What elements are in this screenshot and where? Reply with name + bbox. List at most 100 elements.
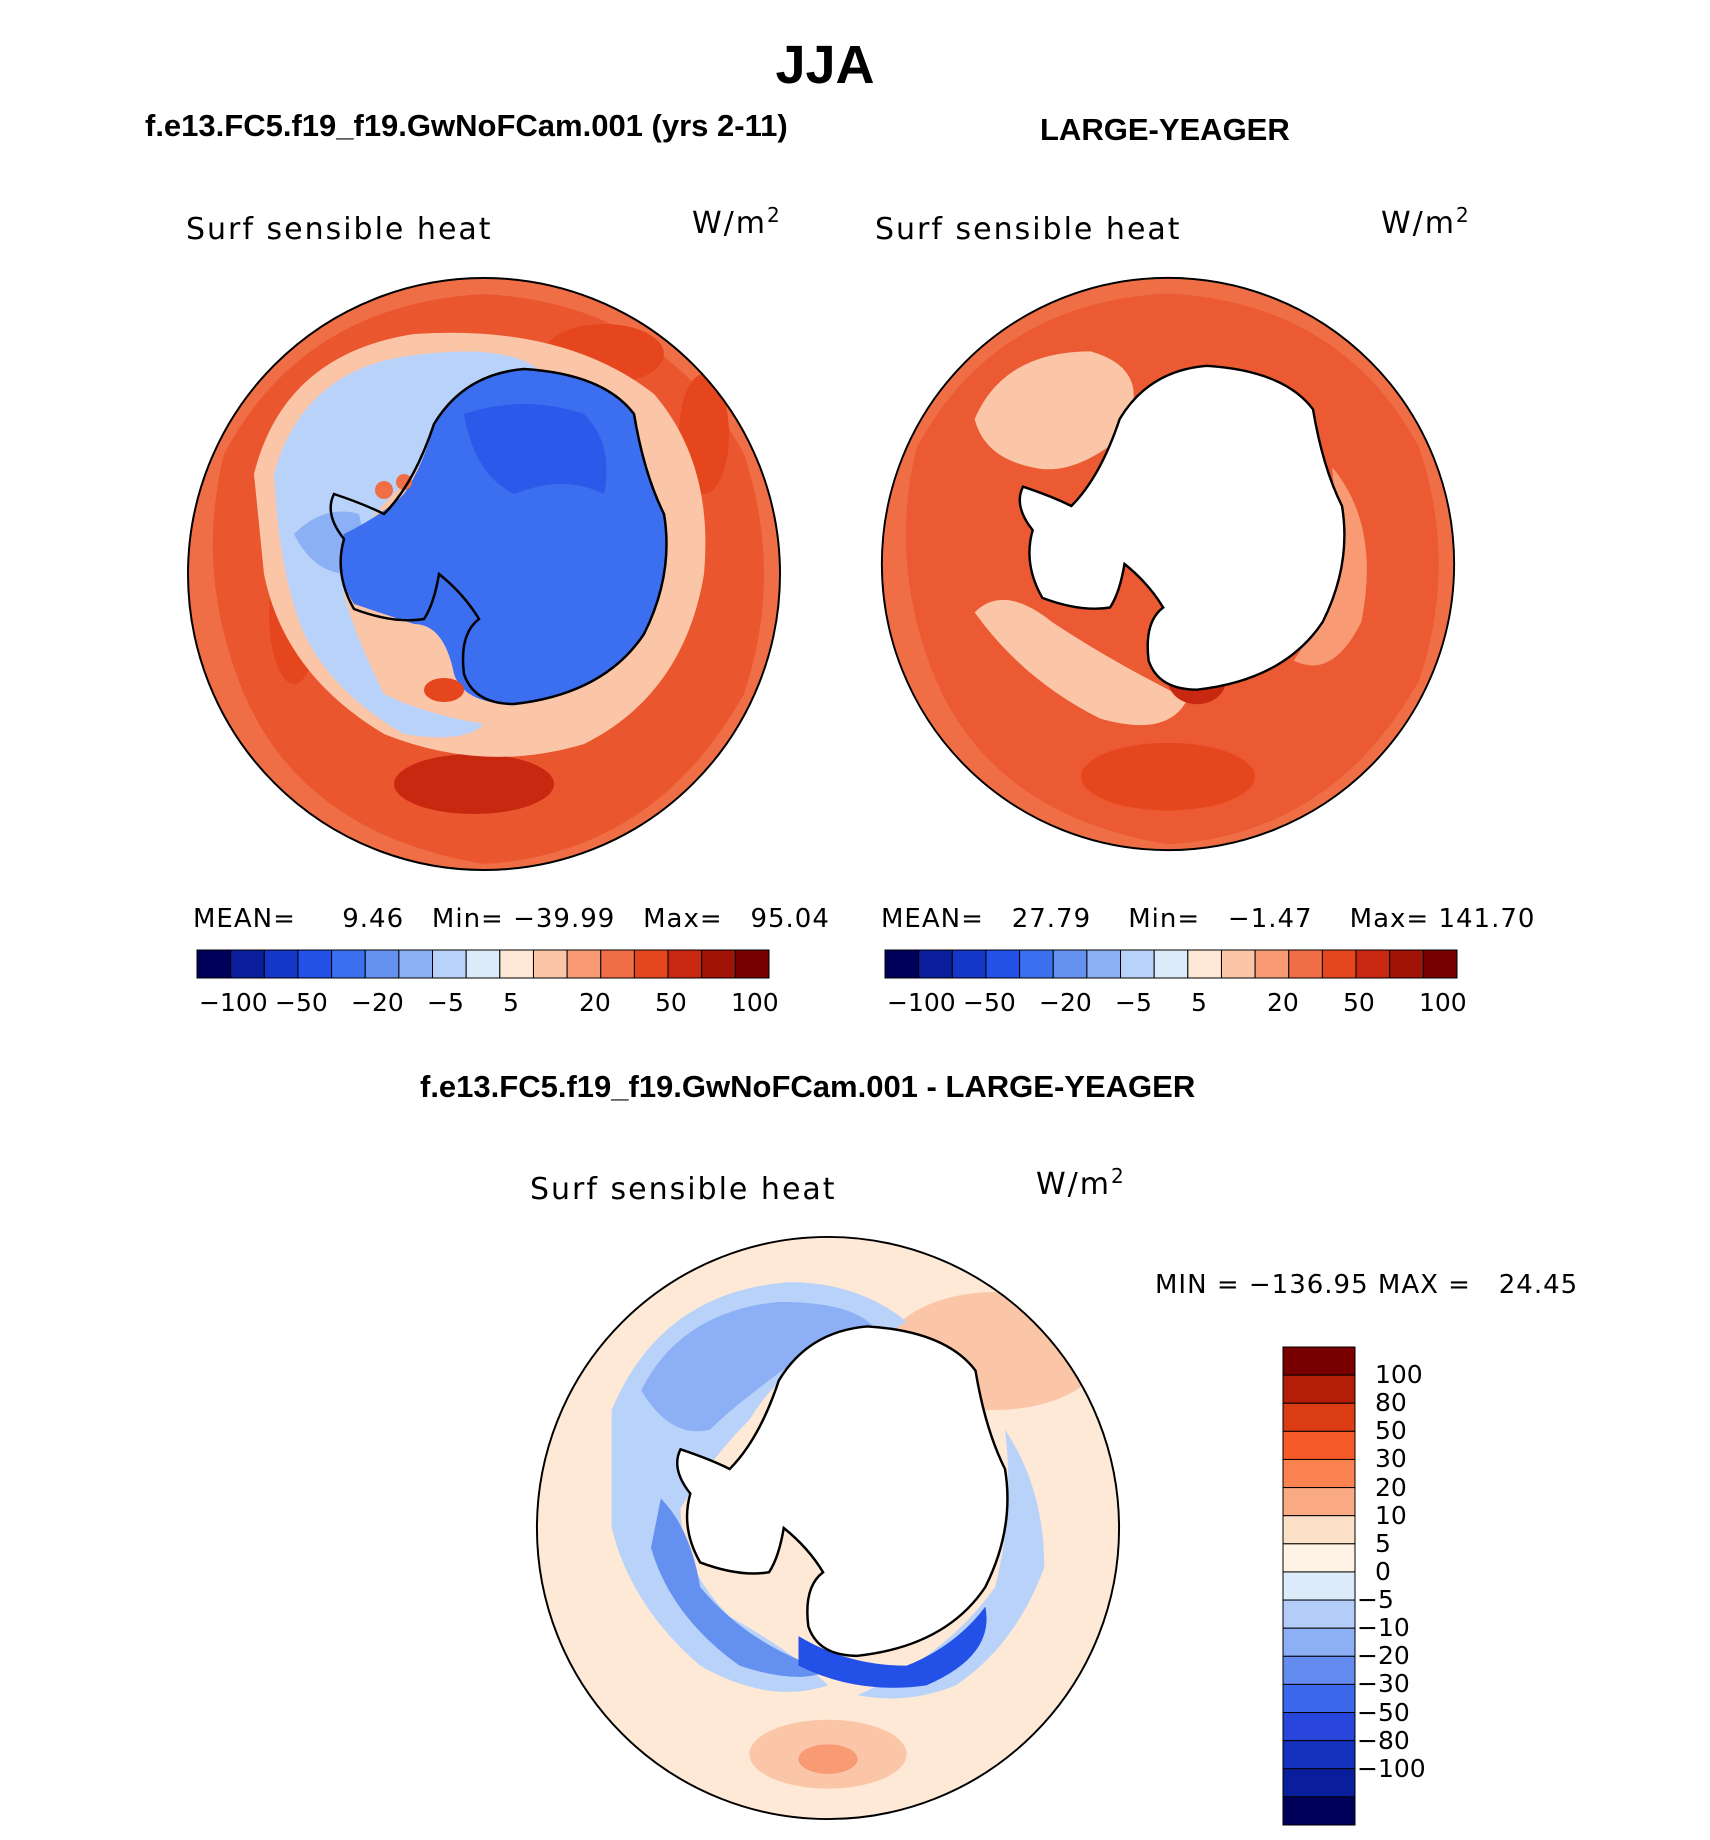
- units-sup: 2: [1456, 203, 1471, 227]
- colorbar-swatch: [432, 949, 467, 979]
- colorbar-swatch: [1153, 949, 1189, 979]
- colorbar-swatch: [1086, 949, 1122, 979]
- obs-colorbar: [884, 949, 1458, 979]
- warm-spot: [375, 481, 393, 499]
- colorbar-swatch: [734, 949, 770, 979]
- colorbar-swatch: [1288, 949, 1323, 979]
- model-colorbar-ticks: −100 −50 −20 −5 5 20 50 100: [197, 988, 779, 1018]
- colorbar-swatch: [1052, 949, 1088, 979]
- colorbar-swatch: [1282, 1627, 1356, 1657]
- max-label: Max=: [643, 904, 723, 934]
- colorbar-tick-label: 5: [1191, 988, 1207, 1017]
- model-case-title: f.e13.FC5.f19_f19.GwNoFCam.001 (yrs 2-11…: [145, 108, 788, 143]
- mean-label: MEAN=: [881, 904, 984, 934]
- colorbar-swatch: [1282, 1796, 1356, 1826]
- colorbar-level-label: 20: [1375, 1472, 1407, 1502]
- colorbar-tick-label: 50: [1343, 988, 1375, 1017]
- colorbar-swatch: [1019, 949, 1054, 979]
- colorbar-level-label: 10: [1375, 1500, 1407, 1530]
- colorbar-swatch: [1282, 1430, 1356, 1460]
- colorbar-swatch: [1282, 1740, 1356, 1770]
- colorbar-swatch: [600, 949, 635, 979]
- colorbar-tick-label: 5: [503, 988, 519, 1017]
- map-border: [535, 1235, 1121, 1821]
- units-text: W/m: [692, 206, 767, 241]
- colorbar-swatch: [1282, 1655, 1356, 1685]
- min-value: −39.99: [513, 904, 616, 934]
- colorbar-swatch: [331, 949, 366, 979]
- colorbar-tick-label: 100: [731, 988, 779, 1017]
- colorbar-swatch: [1120, 949, 1155, 979]
- colorbar-level-label: −10: [1357, 1613, 1410, 1643]
- colorbar-tick-label: 50: [655, 988, 687, 1017]
- colorbar-swatch: [364, 949, 400, 979]
- obs-polar-map: [880, 276, 1456, 852]
- warm-spot: [798, 1744, 858, 1774]
- mean-label: MEAN=: [193, 904, 296, 934]
- max-value: 141.70: [1438, 904, 1536, 934]
- colorbar-tick-label: −20: [1039, 988, 1092, 1017]
- colorbar-level-label: −30: [1357, 1669, 1410, 1699]
- colorbar-swatch: [297, 949, 333, 979]
- colorbar-swatch: [633, 949, 669, 979]
- colorbar-level-label: −50: [1357, 1697, 1410, 1727]
- min-label: Min=: [1128, 904, 1201, 934]
- colorbar-swatch: [1355, 949, 1391, 979]
- difference-units-label: W/m2: [1036, 1164, 1126, 1202]
- obs-units-label: W/m2: [1381, 203, 1471, 241]
- colorbar-swatch: [1254, 949, 1290, 979]
- model-colorbar: [196, 949, 770, 979]
- obs-case-title: LARGE-YEAGER: [1040, 112, 1290, 147]
- mean-value: 9.46: [342, 904, 405, 934]
- antarctica-land: [676, 1325, 1009, 1658]
- obs-stats: MEAN= 27.79 Min= −1.47 Max= 141.70: [881, 904, 1535, 934]
- units-text: W/m: [1381, 206, 1456, 241]
- colorbar-swatch: [1282, 1712, 1356, 1742]
- colorbar-swatch: [701, 949, 736, 979]
- difference-min-max: MIN = −136.95 MAX = 24.45: [1155, 1270, 1579, 1300]
- difference-colorbar: [1282, 1346, 1356, 1826]
- colorbar-level-label: −80: [1357, 1725, 1410, 1755]
- hot-spot: [1081, 742, 1255, 811]
- colorbar-swatch: [1220, 949, 1256, 979]
- colorbar-tick-label: −20: [351, 988, 404, 1017]
- colorbar-swatch: [1282, 1683, 1356, 1714]
- model-variable-label: Surf sensible heat: [186, 212, 493, 247]
- antarctica-detail: [464, 404, 607, 494]
- colorbar-swatch: [985, 949, 1021, 979]
- model-units-label: W/m2: [692, 203, 782, 241]
- model-polar-map: [187, 277, 781, 871]
- colorbar-swatch: [1282, 1458, 1356, 1489]
- colorbar-swatch: [1282, 1374, 1356, 1404]
- colorbar-swatch: [465, 949, 501, 979]
- colorbar-swatch: [918, 949, 953, 979]
- colorbar-tick-label: 20: [1267, 988, 1299, 1017]
- colorbar-level-label: −100: [1357, 1753, 1426, 1783]
- colorbar-level-label: 80: [1375, 1388, 1407, 1418]
- colorbar-tick-label: −50: [963, 988, 1016, 1017]
- obs-variable-label: Surf sensible heat: [875, 212, 1182, 247]
- strong-negative: [798, 1606, 987, 1688]
- warm-spot: [396, 474, 412, 490]
- colorbar-tick-label: −50: [275, 988, 328, 1017]
- colorbar-swatch: [230, 949, 265, 979]
- sea-ice-zone: [274, 351, 544, 738]
- colorbar-swatch: [1282, 1599, 1356, 1629]
- coastline: [329, 367, 668, 706]
- colorbar-level-label: 0: [1375, 1556, 1391, 1586]
- colorbar-tick-label: 20: [579, 988, 611, 1017]
- map-border: [880, 276, 1456, 852]
- colorbar-swatch: [499, 949, 534, 979]
- strong-negative: [641, 1301, 878, 1432]
- colorbar-level-label: 100: [1375, 1360, 1423, 1390]
- mean-value: 27.79: [1011, 904, 1092, 934]
- colorbar-swatch: [566, 949, 602, 979]
- colorbar-swatch: [263, 949, 299, 979]
- colorbar-swatch: [1282, 1346, 1356, 1376]
- colorbar-swatch: [1282, 1768, 1356, 1798]
- units-sup: 2: [1111, 1164, 1126, 1188]
- colorbar-level-label: 30: [1375, 1444, 1407, 1474]
- colorbar-swatch: [1422, 949, 1458, 979]
- map-border: [187, 277, 781, 871]
- colorbar-tick-label: −5: [427, 988, 464, 1017]
